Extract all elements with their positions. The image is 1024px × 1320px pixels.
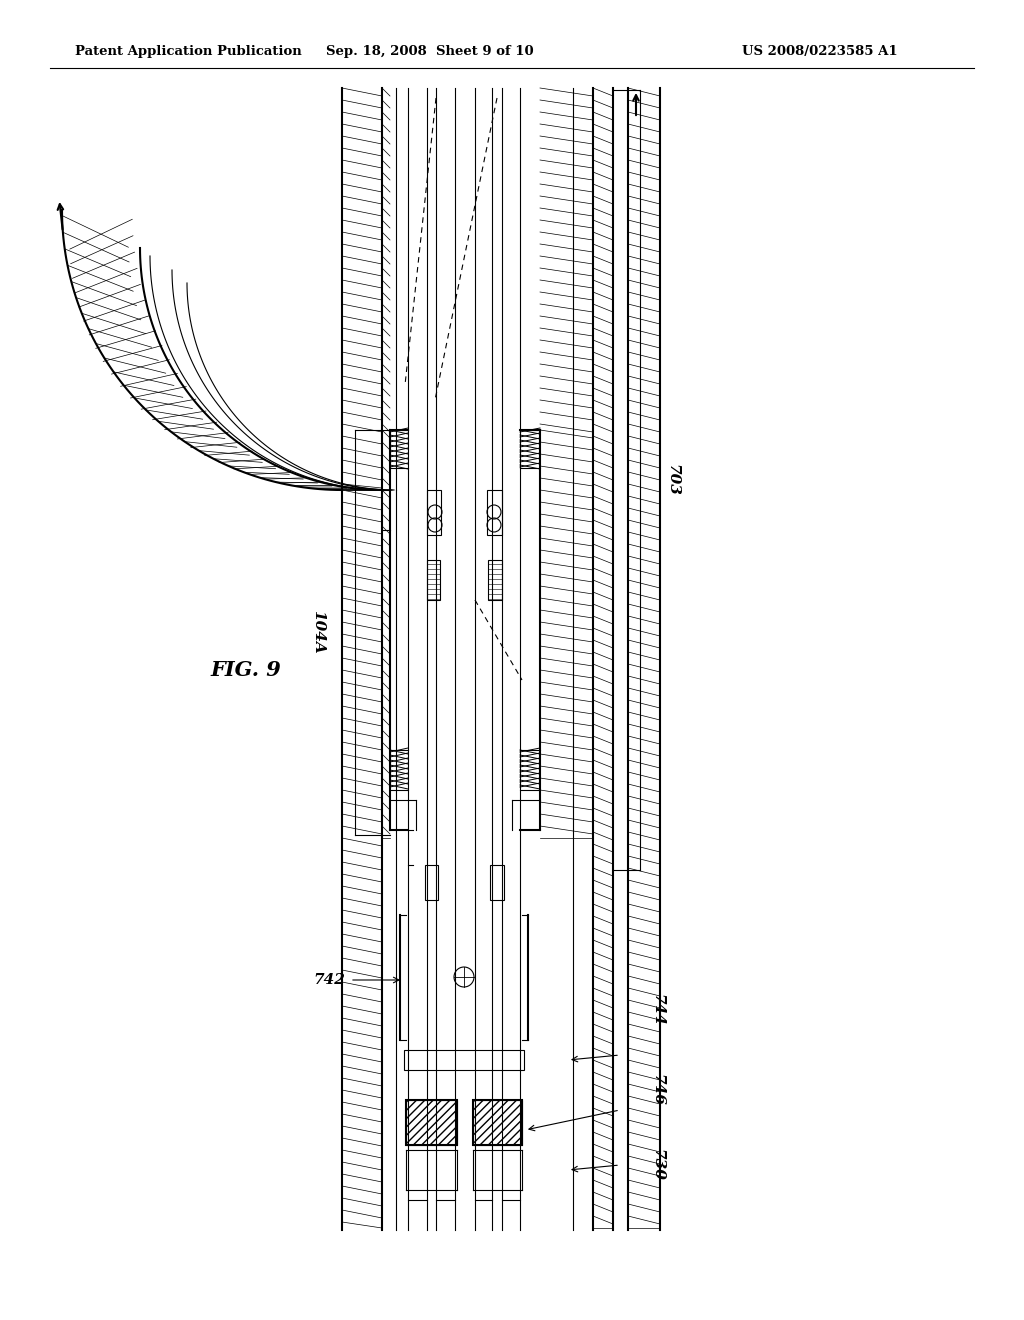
Bar xyxy=(404,1049,524,1071)
Text: FIG. 9: FIG. 9 xyxy=(210,660,281,680)
Text: Patent Application Publication: Patent Application Publication xyxy=(75,45,302,58)
Bar xyxy=(490,865,504,900)
Text: 703: 703 xyxy=(665,465,679,496)
Bar xyxy=(425,865,438,900)
Text: 746: 746 xyxy=(650,1074,664,1106)
Bar xyxy=(427,490,441,535)
Bar xyxy=(473,1100,522,1144)
Bar xyxy=(488,560,502,601)
Text: 744: 744 xyxy=(650,994,664,1026)
Bar xyxy=(487,490,502,535)
Text: 730: 730 xyxy=(650,1150,664,1181)
Text: US 2008/0223585 A1: US 2008/0223585 A1 xyxy=(742,45,898,58)
Bar xyxy=(406,1100,457,1144)
Bar xyxy=(406,1100,457,1144)
Bar xyxy=(473,1100,522,1144)
Text: Sep. 18, 2008  Sheet 9 of 10: Sep. 18, 2008 Sheet 9 of 10 xyxy=(327,45,534,58)
Text: 104A: 104A xyxy=(311,610,325,653)
Text: 742: 742 xyxy=(313,973,345,987)
Bar xyxy=(427,560,440,601)
